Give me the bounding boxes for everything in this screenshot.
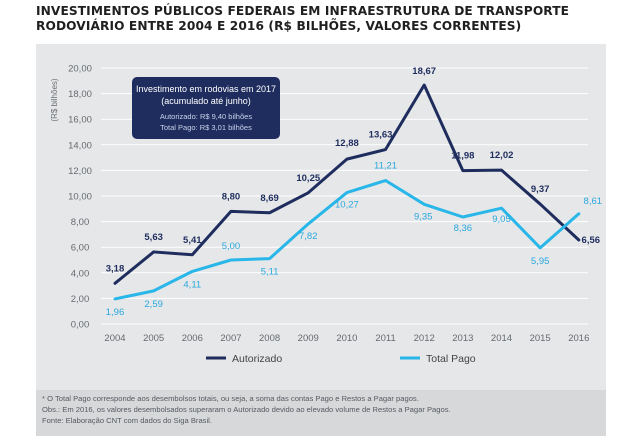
y-tick-label: 10,00 <box>68 192 92 203</box>
data-label-total-pago: 4,11 <box>183 279 201 290</box>
annotation-autorizado: Autorizado: R$ 9,40 bilhões <box>160 112 252 121</box>
x-tick-label: 2004 <box>104 333 125 344</box>
chart-panel <box>36 44 606 436</box>
y-tick-label: 4,00 <box>71 268 90 279</box>
annotation-title-2: (acumulado até junho) <box>161 96 251 106</box>
data-label-total-pago: 8,36 <box>454 223 473 234</box>
data-label-autorizado: 10,25 <box>296 173 320 184</box>
x-tick-label: 2007 <box>220 333 241 344</box>
y-tick-label: 18,00 <box>68 89 92 100</box>
data-label-autorizado: 5,41 <box>183 235 202 246</box>
x-tick-label: 2016 <box>568 333 589 344</box>
x-tick-label: 2015 <box>530 333 551 344</box>
y-tick-label: 20,00 <box>68 64 92 75</box>
data-label-autorizado: 13,63 <box>369 130 393 141</box>
data-label-autorizado: 6,56 <box>582 235 601 246</box>
x-tick-label: 2009 <box>298 333 319 344</box>
data-label-total-pago: 1,96 <box>106 307 125 318</box>
legend: Autorizado Total Pago <box>206 353 476 365</box>
data-label-total-pago: 5,11 <box>261 267 279 278</box>
data-label-total-pago: 9,05 <box>492 214 511 225</box>
data-label-autorizado: 11,98 <box>451 151 474 162</box>
data-label-autorizado: 9,37 <box>531 184 550 195</box>
data-label-autorizado: 8,69 <box>260 193 279 204</box>
legend-label-total-pago: Total Pago <box>426 353 476 365</box>
annotation-background <box>132 77 280 139</box>
data-label-autorizado: 12,88 <box>335 138 359 149</box>
y-tick-label: 6,00 <box>71 243 90 254</box>
data-label-total-pago: 8,61 <box>584 196 603 207</box>
y-tick-label: 12,00 <box>68 166 92 177</box>
x-tick-label: 2005 <box>143 333 164 344</box>
x-tick-label: 2013 <box>452 333 473 344</box>
data-label-autorizado: 5,63 <box>144 232 163 243</box>
data-label-autorizado: 8,80 <box>222 191 241 202</box>
y-tick-label: 0,00 <box>71 320 90 331</box>
annotation-box: Investimento em rodovias em 2017 (acumul… <box>132 77 280 139</box>
data-label-total-pago: 7,82 <box>299 231 318 242</box>
y-axis-label: (R$ bilhões) <box>50 78 59 121</box>
y-tick-label: 2,00 <box>71 294 90 305</box>
data-label-autorizado: 12,02 <box>490 150 514 161</box>
x-tick-label: 2006 <box>182 333 203 344</box>
y-tick-label: 8,00 <box>71 217 90 228</box>
data-label-total-pago: 5,00 <box>222 241 241 252</box>
footnotes: * O Total Pago corresponde aos desembols… <box>36 390 606 436</box>
data-label-total-pago: 11,21 <box>374 161 397 172</box>
x-tick-label: 2014 <box>491 333 512 344</box>
x-tick-label: 2008 <box>259 333 280 344</box>
data-label-total-pago: 2,59 <box>144 299 163 310</box>
data-label-autorizado: 3,18 <box>106 263 125 274</box>
series-lines <box>113 83 581 301</box>
x-tick-label: 2010 <box>336 333 357 344</box>
footnote-1: * O Total Pago corresponde aos desembols… <box>42 394 419 403</box>
data-labels: 3,18 5,63 5,41 8,80 8,69 10,25 12,88 13,63 18,67… <box>106 66 602 318</box>
x-tick-label: 2011 <box>375 333 395 344</box>
legend-label-autorizado: Autorizado <box>232 353 282 365</box>
y-tick-label: 14,00 <box>68 140 92 151</box>
grid-lines <box>101 67 588 325</box>
x-axis-ticks: 2004 2005 2006 2007 2008 2009 2010 2011 2012 2013… <box>104 333 589 344</box>
annotation-title-1: Investimento em rodovias em 2017 <box>136 84 276 94</box>
heading-line-2: RODOVIÁRIO ENTRE 2004 E 2016 (R$ BILHÕES… <box>36 19 522 33</box>
data-label-total-pago: 9,35 <box>414 211 433 222</box>
data-label-total-pago: 10,27 <box>335 200 359 211</box>
chart-heading: INVESTIMENTOS PÚBLICOS FEDERAIS EM INFRA… <box>36 4 636 34</box>
annotation-total-pago: Total Pago: R$ 3,01 bilhões <box>160 123 252 132</box>
footnote-2: Obs.: Em 2016, os valores desembolsados … <box>42 405 451 414</box>
y-axis-ticks: 0,00 2,00 4,00 6,00 8,00 10,00 12,00 14,00 16,00… <box>68 64 92 331</box>
footnote-source: Fonte: Elaboração CNT com dados do Siga … <box>42 416 212 425</box>
x-tick-label: 2012 <box>414 333 435 344</box>
y-tick-label: 16,00 <box>68 115 92 126</box>
heading-line-1: INVESTIMENTOS PÚBLICOS FEDERAIS EM INFRA… <box>36 4 570 18</box>
series-line-autorizado <box>113 83 581 285</box>
series-line-total-pago <box>113 179 581 301</box>
data-label-total-pago: 5,95 <box>531 256 550 267</box>
data-label-autorizado: 18,67 <box>412 66 436 77</box>
